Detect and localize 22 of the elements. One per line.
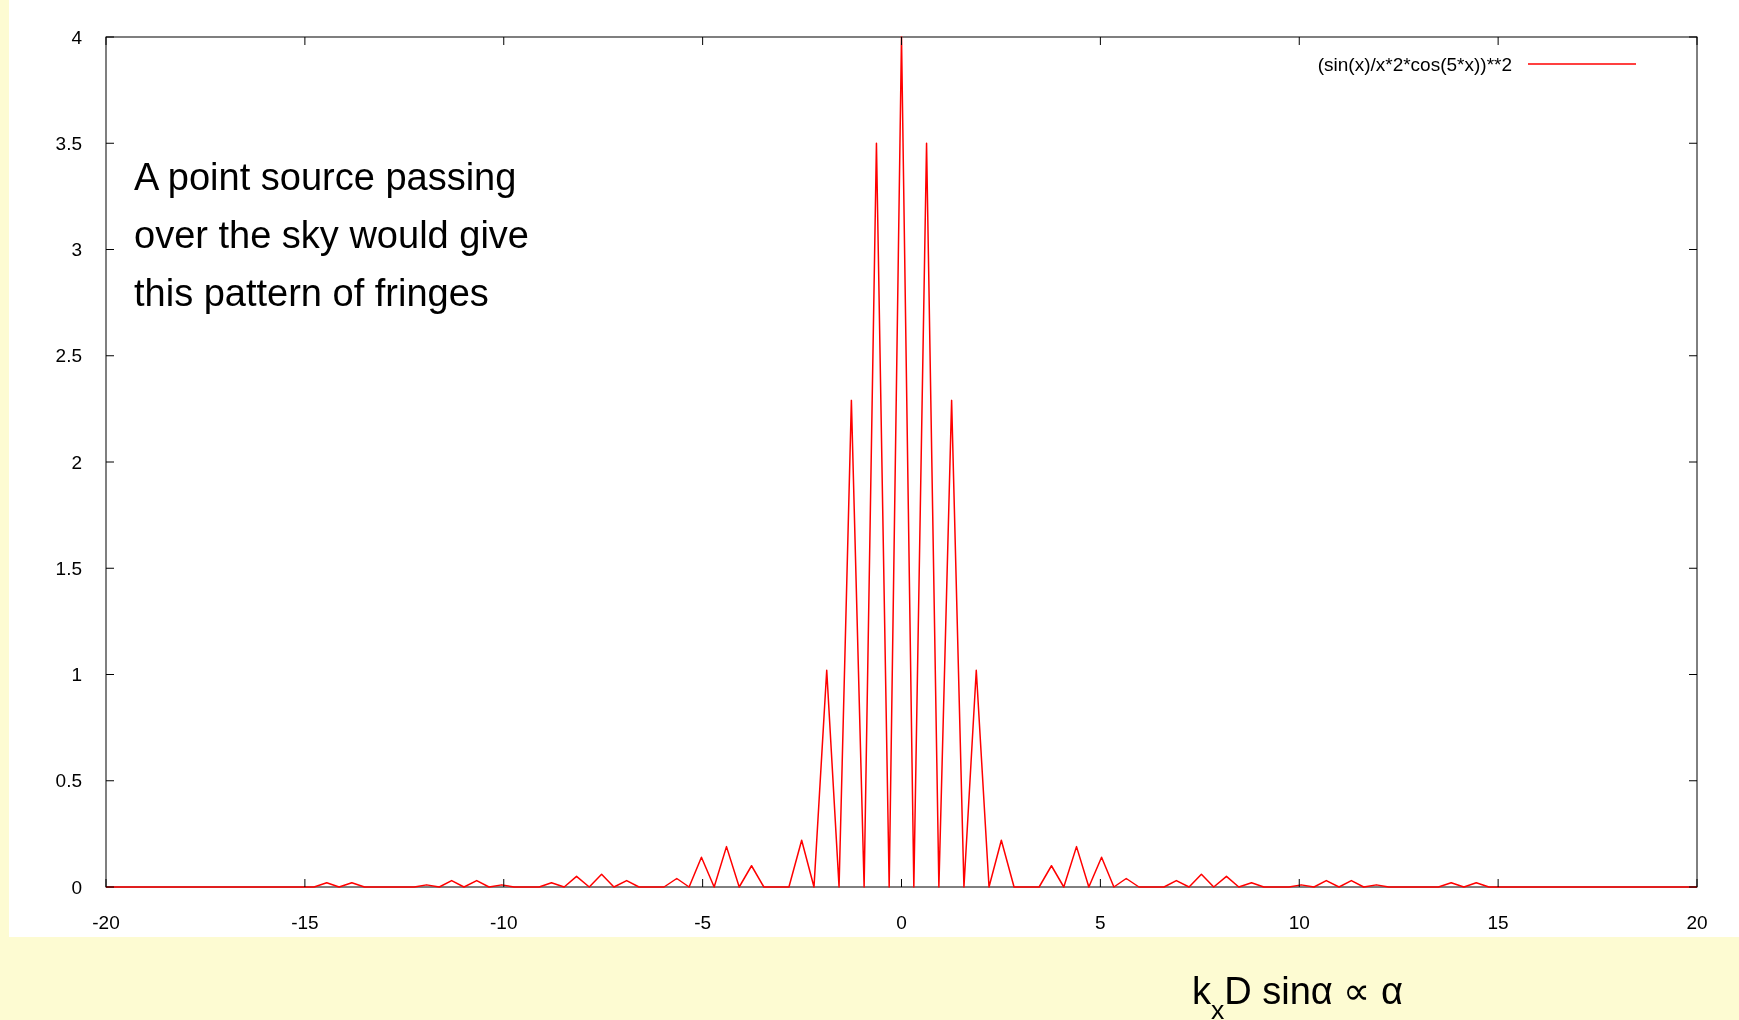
- y-tick-label: 1: [71, 664, 82, 686]
- annotation: A point source passing over the sky would give this pattern of fringes: [134, 156, 529, 314]
- y-tick-label: 3.5: [55, 132, 82, 154]
- y-tick-label: 0: [71, 876, 82, 898]
- x-tick-label: -20: [92, 912, 120, 933]
- x-tick-label: -15: [291, 912, 319, 933]
- x-tick-label: 20: [1686, 912, 1708, 933]
- x-tick-label: -10: [490, 912, 518, 933]
- x-axis-title: k$_{x}$D sinα ∝ α: [1192, 970, 1403, 1020]
- x-tick-label: 5: [1095, 912, 1106, 933]
- legend: (sin(x)/x*2*cos(5*x))**2: [1317, 53, 1637, 75]
- y-tick-label: 1.5: [55, 557, 82, 579]
- y-tick-label: 3: [71, 239, 82, 261]
- y-tick-label: 2: [71, 451, 82, 473]
- y-tick-label: 2.5: [55, 345, 82, 367]
- y-tick-label: 0.5: [55, 770, 82, 792]
- x-tick-label: 15: [1487, 912, 1509, 933]
- x-tick-label: -5: [694, 912, 712, 933]
- y-tick-label: 4: [71, 26, 83, 48]
- x-tick-label: 10: [1288, 912, 1310, 933]
- x-tick-label: 0: [896, 912, 907, 933]
- line-series: [105, 36, 1698, 888]
